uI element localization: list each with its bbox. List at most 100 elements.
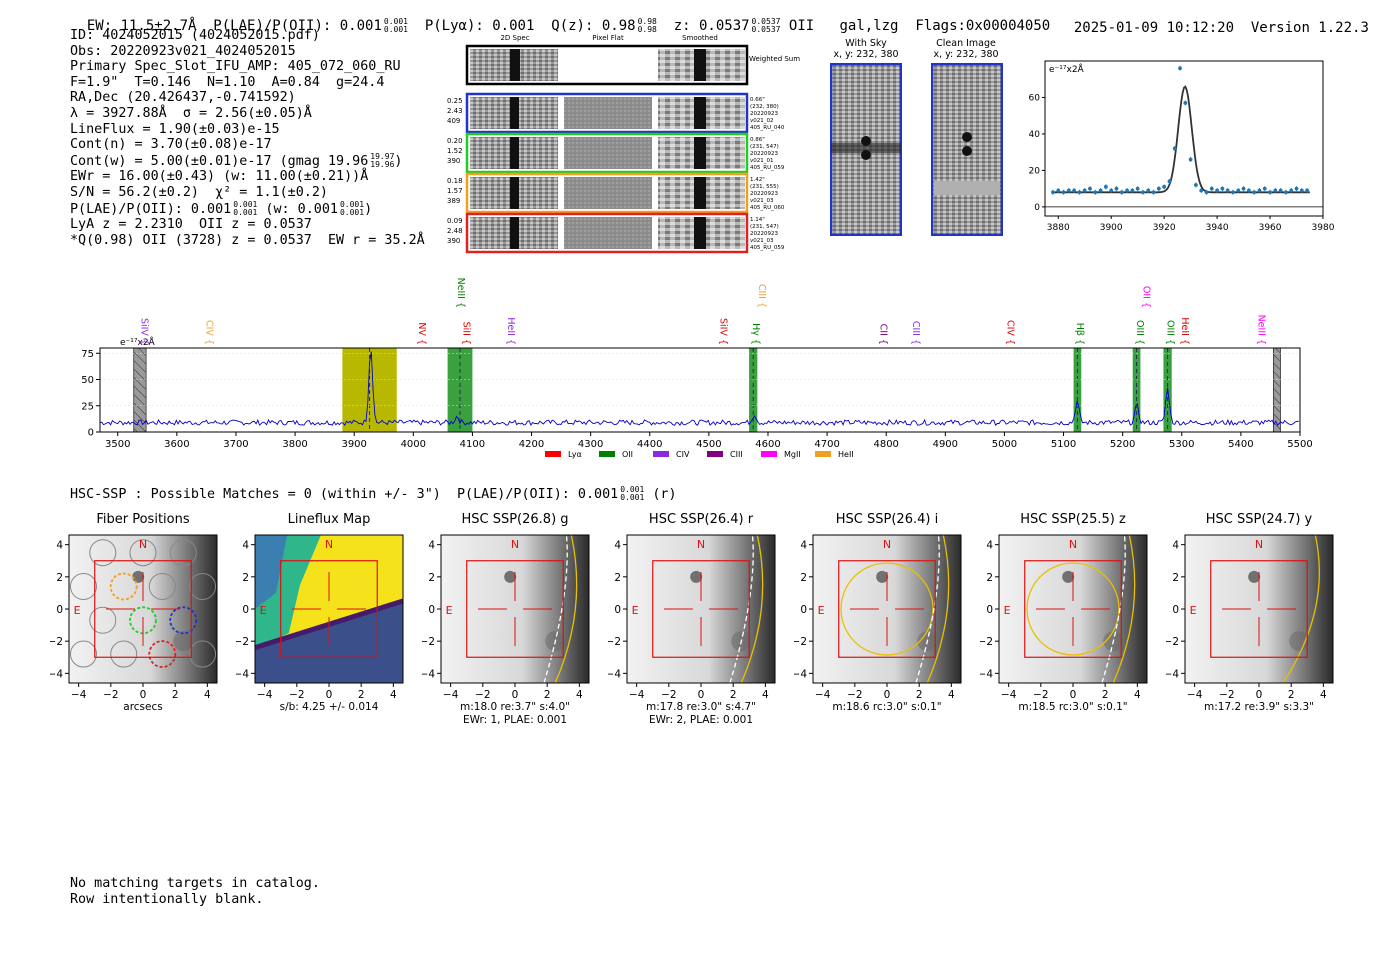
- hsc-xtick-label: −4: [257, 689, 273, 701]
- east-label: E: [260, 604, 267, 617]
- hsc-ytick-label: 2: [242, 572, 249, 584]
- zoom-point: [1051, 190, 1055, 195]
- zoom-point: [1141, 190, 1145, 195]
- zoom-ytick-label: 60: [1029, 93, 1041, 103]
- spectrum-xtick-label: 3600: [164, 439, 189, 450]
- ew-label: EW: 11.5±2.7Å: [86, 18, 197, 34]
- spectrum-line-label: NeIII {: [455, 278, 466, 308]
- hsc-source: [690, 570, 703, 583]
- hsc-panel-title: HSC SSP(26.4) i: [835, 512, 939, 527]
- qz-label: Q(z): 0.98: [551, 18, 636, 34]
- spectrum-ytick-label: 75: [81, 349, 94, 360]
- north-label: N: [1069, 538, 1077, 551]
- info-sn: S/N = 56.2(±0.2) χ² = 1.1(±0.2): [70, 184, 328, 200]
- clean-xy: x, y: 232, 380: [933, 49, 999, 60]
- zoom-xtick-label: 3960: [1259, 223, 1282, 233]
- zoom-point: [1125, 188, 1129, 193]
- zoom-ylabel: e⁻¹⁷x2Å: [1049, 63, 1085, 75]
- flags-label: Flags:0x00004050: [915, 18, 1051, 34]
- hsc-ytick-label: 4: [986, 540, 993, 552]
- fiber-circle: [89, 606, 117, 634]
- spectrum-line-label: NV {: [416, 322, 427, 345]
- info-fwhm: F=1.9" T=0.146 N=1.10 A=0.84 g=24.4: [70, 74, 385, 90]
- info-primary: Primary Spec_Slot_IFU_AMP: 405_072_060_R…: [70, 59, 401, 75]
- legend-label: Lyα: [568, 450, 582, 459]
- fiber-circle: [69, 572, 97, 600]
- north-label: N: [139, 538, 147, 551]
- spectrum-xtick-label: 4400: [637, 439, 662, 450]
- hsc-source: [132, 570, 145, 583]
- hsc-panel-title: Fiber Positions: [96, 512, 190, 527]
- fiber-stat-d: 2.43: [447, 107, 463, 115]
- legend-label: HeII: [838, 450, 854, 459]
- fiber-circle: [148, 572, 176, 600]
- spectrum-xtick-label: 4700: [814, 439, 839, 450]
- fiber-pixelflat: [564, 97, 652, 129]
- hsc-xtick-label: −2: [475, 689, 490, 701]
- hsc-xtick-label: 4: [390, 689, 397, 701]
- fiber-pixelflat: [564, 217, 652, 249]
- east-label: E: [1190, 604, 1197, 617]
- fiber-meta-xy: (232, 380): [750, 104, 779, 110]
- fiber-stat-n: 409: [447, 117, 460, 125]
- fiber-circle: [89, 539, 117, 567]
- info-plae-lo: 0.001: [233, 207, 258, 217]
- hsc-xtick-label: 0: [1070, 689, 1077, 701]
- zoom-point: [1289, 188, 1294, 193]
- aperture-ellipse: [740, 534, 764, 684]
- zoom-point: [1268, 190, 1272, 195]
- fiber-2dspec-line: [510, 177, 519, 209]
- fiber-meta-b: v021_02: [750, 118, 774, 124]
- east-label: E: [818, 604, 825, 617]
- zoom-point: [1162, 184, 1167, 189]
- info-id: ID: 4024052015 (4024052015.pdf): [70, 28, 320, 43]
- hsc-title: HSC-SSP : Possible Matches = 0 (within +…: [70, 487, 619, 502]
- fiber-meta-r: 1.42": [750, 177, 765, 183]
- info-best: *Q(0.98) OII (3728) z = 0.0537 EW r = 35…: [70, 232, 425, 248]
- zoom-chart: e⁻¹⁷x2Å 3880 3900 3920 3940 3960 3980 0 20 40 60: [1029, 60, 1335, 233]
- hsc-xtick-label: −2: [661, 689, 676, 701]
- zoom-point: [1066, 188, 1071, 193]
- spectrum-xtick-label: 4800: [873, 439, 898, 450]
- fiber-2dspec-line: [510, 217, 519, 249]
- spectrum-xtick-label: 3500: [105, 439, 130, 450]
- spectrum-ytick-label: 0: [88, 428, 94, 439]
- with-sky-label: With Sky: [845, 38, 887, 49]
- zoom-point: [1241, 186, 1246, 191]
- hsc-xtick-label: 0: [512, 689, 519, 701]
- fiber-meta-b: v021_03: [750, 238, 774, 244]
- hsc-ytick-label: 0: [986, 604, 993, 616]
- zoom-point: [1114, 186, 1119, 191]
- hsc-source: [1248, 570, 1261, 583]
- zoom-point: [1209, 186, 1214, 191]
- hsc-caption: m:17.2 re:3.9" s:3.3": [1204, 701, 1314, 713]
- fiber-smoothed-line: [694, 217, 706, 249]
- zoom-ytick-label: 40: [1029, 130, 1041, 140]
- spectrum-line-label: SiIV {: [718, 318, 729, 345]
- hsc-ytick-label: −2: [1166, 636, 1179, 648]
- fiber-circle: [109, 572, 138, 601]
- hsc-source: [1062, 570, 1075, 583]
- spectrum-xtick-label: 5200: [1110, 439, 1135, 450]
- fiber-meta-a: 20220923: [750, 111, 778, 117]
- zoom-point: [1194, 183, 1198, 187]
- zoom-xtick-label: 3940: [1206, 223, 1229, 233]
- zoom-point: [1167, 179, 1172, 184]
- z-hi: 0.0537: [751, 17, 781, 26]
- with-sky-image: [830, 63, 902, 236]
- zoom-point: [1188, 157, 1193, 162]
- fiber-meta-xy: (231, 547): [750, 224, 779, 230]
- north-label: N: [1255, 538, 1263, 551]
- hsc-xtick-label: −4: [629, 689, 645, 701]
- fiber-circle: [129, 539, 157, 567]
- zoom-point: [1278, 188, 1283, 193]
- fiber-stat-d: 1.57: [447, 187, 463, 195]
- zoom-point: [1294, 186, 1299, 191]
- hsc-caption: s/b: 4.25 +/- 0.014: [280, 701, 379, 713]
- fiber-meta-b: v021_01: [750, 158, 774, 164]
- zoom-point: [1109, 188, 1114, 193]
- spectrum-line: [99, 351, 1299, 427]
- timestamp: 2025-01-09 10:12:20: [1073, 20, 1235, 36]
- legend-label: MgII: [784, 450, 801, 459]
- spectrum-line-label: Hγ {: [750, 323, 761, 345]
